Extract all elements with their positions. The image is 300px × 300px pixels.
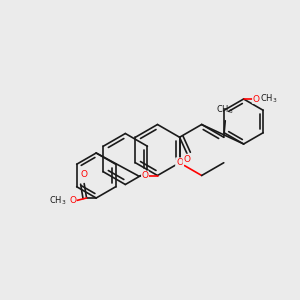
Text: CH$_3$: CH$_3$ xyxy=(217,104,234,116)
Text: O: O xyxy=(81,170,88,179)
Text: CH$_3$: CH$_3$ xyxy=(260,93,278,105)
Text: O: O xyxy=(142,171,148,180)
Text: O: O xyxy=(176,158,183,167)
Text: CH$_3$: CH$_3$ xyxy=(49,194,67,207)
Text: O: O xyxy=(253,94,260,103)
Text: O: O xyxy=(184,155,190,164)
Text: O: O xyxy=(69,196,76,205)
